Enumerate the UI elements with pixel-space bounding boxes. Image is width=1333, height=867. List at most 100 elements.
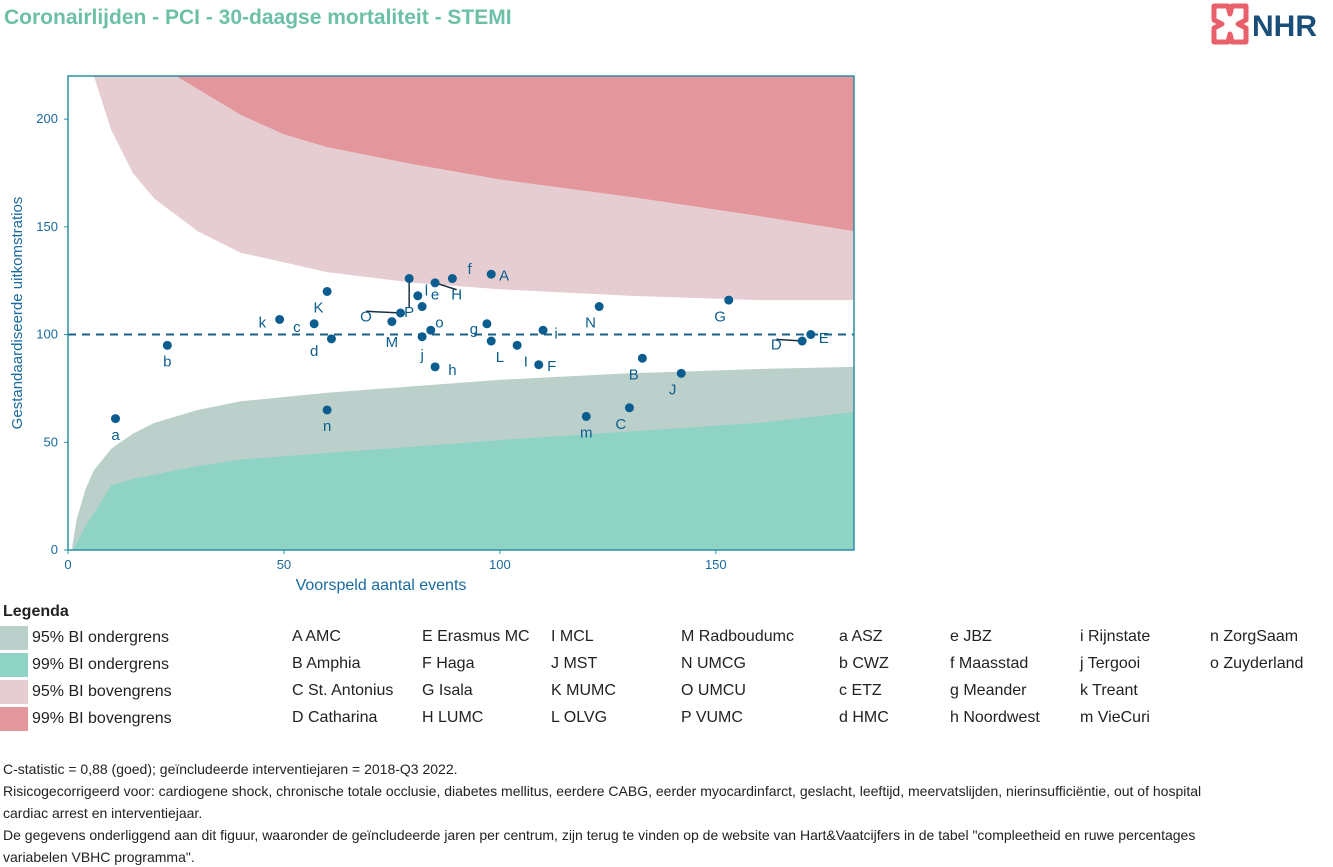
point-label-m: m [580, 425, 593, 442]
footnote-source: De gegevens onderliggend aan dit figuur,… [3, 827, 1196, 843]
point-j [417, 332, 427, 342]
point-D [797, 336, 807, 346]
legend-center-item: D Catharina [292, 709, 378, 726]
point-label-H: H [451, 287, 462, 304]
legend-center-item: N UMCG [681, 655, 746, 672]
point-label-O: O [360, 308, 372, 325]
point-H [430, 278, 440, 288]
legend-band-label: 95% BI bovengrens [32, 683, 172, 700]
point-label-c: c [293, 319, 301, 336]
point-label-e: e [431, 287, 439, 304]
point-label-J: J [669, 382, 677, 399]
point-label-E: E [819, 330, 829, 347]
point-label-L: L [496, 349, 504, 366]
legend-band-label: 99% BI ondergrens [32, 656, 169, 673]
plot-frame [67, 75, 855, 551]
legend-center-item: c ETZ [839, 682, 882, 699]
legend-center-item: J MST [551, 655, 598, 672]
point-g [482, 319, 492, 329]
point-d [326, 334, 336, 344]
legend-center-item: g Meander [950, 682, 1027, 699]
page-title: Coronairlijden - PCI - 30-daagse mortali… [4, 6, 512, 29]
legend-center-item: i Rijnstate [1080, 628, 1151, 645]
point-label-k: k [259, 315, 267, 332]
point-i [538, 325, 548, 335]
band-2 [72, 412, 855, 550]
point-G [724, 295, 734, 305]
x-tick-label: 0 [64, 557, 71, 572]
legend-band-label: 95% BI ondergrens [32, 629, 169, 646]
legend-center-item: m VieCuri [1080, 709, 1150, 726]
legend-band-row: 95% BI bovengrens [0, 680, 172, 704]
point-label-D: D [771, 336, 782, 353]
y-axis-label: Gestandaardiseerde uitkomstratios [9, 197, 26, 430]
point-O [396, 308, 406, 318]
point-k [275, 314, 285, 324]
point-N [594, 302, 604, 312]
legend-center-item: h Noordwest [950, 709, 1040, 726]
point-label-K: K [313, 300, 323, 317]
legend-swatch [0, 626, 28, 650]
footnote-risk-adjustment-cont: cardiac arrest en interventiejaar. [3, 805, 203, 821]
point-M [387, 317, 397, 327]
point-c [309, 319, 319, 329]
point-label-A: A [499, 267, 509, 284]
leader-O [365, 310, 401, 314]
point-label-I: I [524, 354, 528, 371]
point-label-j: j [419, 347, 423, 364]
legend-swatch [0, 680, 28, 704]
point-label-a: a [111, 427, 120, 444]
legend-center-item: j Tergooi [1080, 655, 1141, 672]
y-axis-ticks: 0 50 100 150 200 [36, 111, 68, 557]
legend-center-item: P VUMC [681, 709, 743, 726]
point-l [413, 291, 423, 301]
legend-center-item: f Maasstad [950, 655, 1029, 672]
point-A [486, 269, 496, 279]
legend-center-item: o Zuyderland [1210, 655, 1304, 672]
chart: A B C D E F G H I J K L M N O Pa b cd e f g h i j k l m n o 0 50 100 15… [9, 75, 855, 594]
legend-center-item: C St. Antonius [292, 682, 394, 699]
point-m [581, 411, 591, 421]
legend-center-item: K MUMC [551, 682, 616, 699]
point-label-P: P [404, 304, 414, 321]
point-e [417, 302, 427, 312]
point-label-h: h [448, 362, 456, 379]
nhr-logo: NHR [1211, 3, 1317, 45]
legend-center-item: G Isala [422, 682, 473, 699]
point-label-d: d [310, 343, 318, 360]
legend-center-item: E Erasmus MC [422, 628, 530, 645]
legend-center-item: H LUMC [422, 709, 484, 726]
legend-center-item: k Treant [1080, 682, 1138, 699]
point-B [637, 353, 647, 363]
footnote-source-cont: variabelen VBHC programma". [3, 849, 195, 865]
legend-center-item: L OLVG [551, 709, 608, 726]
x-axis-label: Voorspeld aantal events [296, 577, 467, 594]
legend-center-item: I MCL [551, 628, 594, 645]
x-axis-ticks: 0 50 100 150 [64, 550, 727, 572]
point-b [162, 340, 172, 350]
confidence-bands [72, 76, 855, 550]
point-F [534, 360, 544, 370]
legend-band-row: 95% BI ondergrens [0, 626, 169, 650]
data-points [111, 269, 816, 424]
point-label-f: f [468, 261, 473, 278]
x-tick-label: 100 [489, 557, 511, 572]
point-K [322, 286, 332, 296]
point-C [624, 403, 634, 413]
point-I [512, 340, 522, 350]
point-labels: A B C D E F G H I J K L M N O Pa b cd e f g h i j k l m n o [111, 261, 828, 444]
band-4 [176, 76, 854, 232]
footnote-c-statistic: C-statistic = 0,88 (goed); geïncludeerde… [3, 761, 458, 777]
legend-swatch [0, 707, 28, 731]
nhr-cross-icon [1211, 3, 1249, 45]
legend-center-item: a ASZ [839, 628, 883, 645]
point-label-i: i [554, 326, 557, 343]
point-label-o: o [435, 315, 443, 332]
footnote-risk-adjustment: Risicogecorrigeerd voor: cardiogene shoc… [3, 783, 1202, 799]
legend-center-item: O UMCU [681, 682, 746, 699]
nhr-logo-text: NHR [1252, 10, 1317, 43]
y-tick-label: 0 [51, 542, 58, 557]
legend-band-label: 99% BI bovengrens [32, 710, 172, 727]
point-a [111, 414, 121, 424]
legend-center-item: B Amphia [292, 655, 361, 672]
